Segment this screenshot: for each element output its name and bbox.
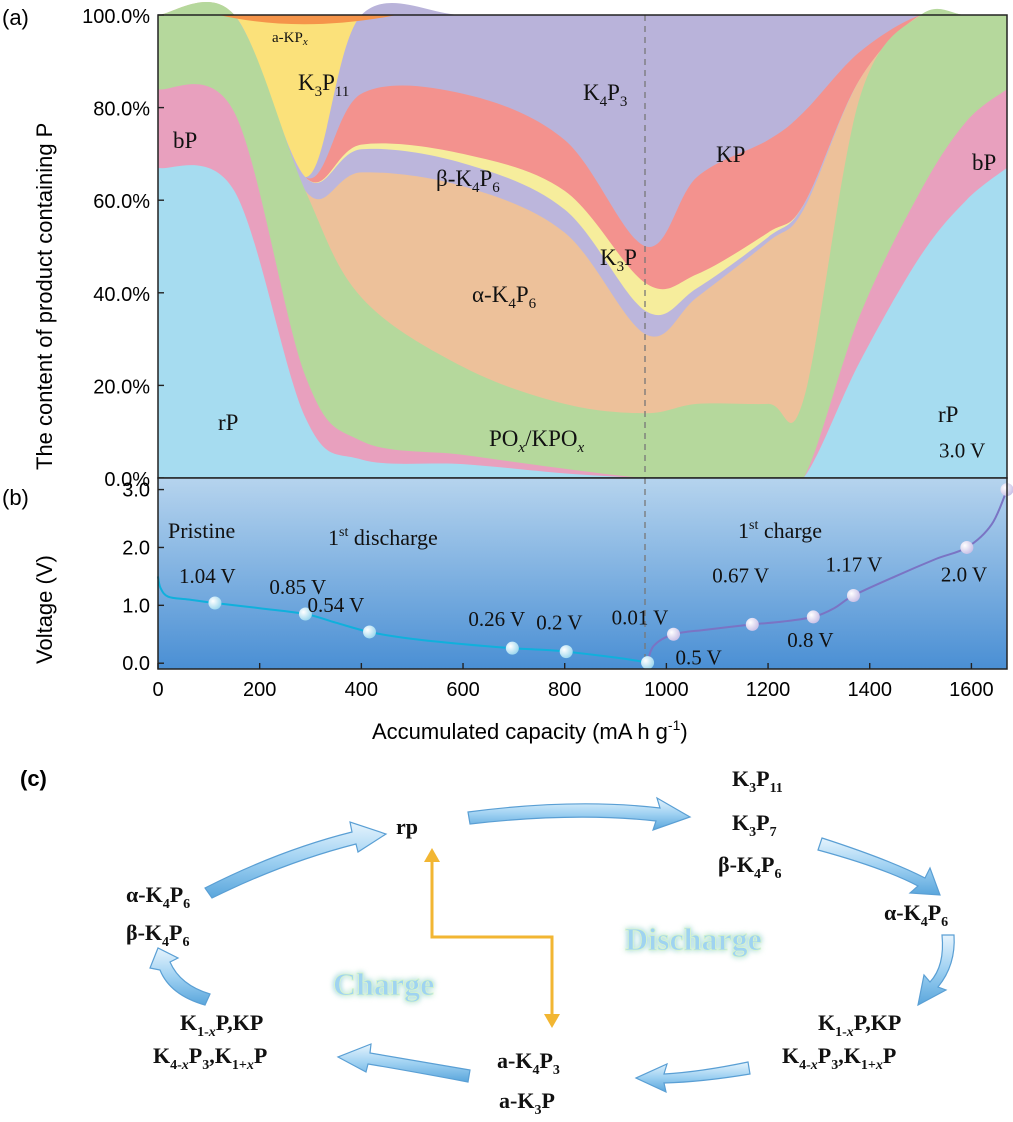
arrow-upper-right — [817, 837, 941, 896]
voltage-marker-label: 1.04 V — [179, 564, 236, 588]
node-alpha-k4p6-left: α-K4P6 — [126, 882, 190, 912]
x-tick-label-b: 1600 — [949, 679, 994, 701]
voltage-marker — [745, 617, 759, 631]
charge-path-connector — [430, 858, 554, 1018]
y-tick-label-a: 60.0% — [93, 191, 150, 213]
axes-b: 0.0 1.0 2.0 3.0 0 200 400 600 800 1000 1200 1400 160… — [122, 480, 993, 701]
discharge-label: Discharge — [625, 921, 762, 957]
y-axis-label-a: The content of product containing P — [32, 123, 57, 470]
x-tick-label-b: 200 — [243, 679, 276, 701]
voltage-marker — [667, 627, 681, 641]
node-beta-k4p6-right: β-K4P6 — [718, 852, 781, 882]
y-tick-label-a: 20.0% — [93, 376, 150, 398]
area-a-kpx-sliver — [219, 15, 397, 25]
connector-arrow-up — [424, 848, 440, 862]
voltage-marker-label: 0.5 V — [676, 645, 722, 669]
label-bp-left: bP — [173, 128, 197, 153]
y-tick-label-a: 80.0% — [93, 99, 150, 121]
phase-annotations: Pristine 1st discharge 1st charge — [168, 518, 822, 550]
charge-phase-label: 1st charge — [738, 518, 822, 543]
y-tick-label-b: 3.0 — [122, 480, 150, 502]
arrow-upper-left — [204, 821, 388, 899]
y-tick-label-a: 40.0% — [93, 284, 150, 306]
voltage-marker-label: 2.0 V — [941, 562, 987, 586]
label-rp-left: rP — [218, 410, 238, 435]
voltage-marker-label: 1.17 V — [825, 552, 882, 576]
pristine-label: Pristine — [168, 518, 235, 543]
process-labels: Discharge Charge — [333, 921, 763, 1003]
x-tick-label-b: 400 — [345, 679, 378, 701]
panel-label-c: (c) — [20, 766, 47, 791]
label-bp-right: bP — [972, 150, 996, 175]
y-tick-label-a: 0.0% — [104, 469, 150, 491]
node-k1xp-left: K1-xP,KP — [180, 1010, 263, 1040]
voltage-marker-label: 0.01 V — [612, 606, 669, 630]
charge-label: Charge — [333, 966, 434, 1002]
voltage-marker-label: 0.8 V — [787, 628, 833, 652]
voltage-marker — [505, 641, 519, 655]
x-tick-label-b: 800 — [548, 679, 581, 701]
x-tick-label-b: 1200 — [746, 679, 791, 701]
y-axis-a: 0.0% 20.0% 40.0% 60.0% 80.0% 100.0% — [82, 6, 164, 491]
area-rp — [158, 165, 1007, 487]
arrow-top — [467, 796, 692, 831]
voltage-marker — [641, 656, 655, 670]
node-ak4p3: a-K4P3 — [497, 1048, 560, 1078]
plot-background-b — [158, 478, 1007, 669]
plot-frame-b — [157, 477, 1008, 670]
voltage-marker — [362, 625, 376, 639]
arrow-lower-right — [634, 1061, 751, 1094]
voltage-marker-label: 0.67 V — [712, 563, 769, 587]
x-tick-label-b: 0 — [152, 679, 163, 701]
node-rp: rp — [396, 814, 418, 839]
voltage-marker — [208, 596, 222, 610]
node-k4xp3-left: K4-xP3,K1+xP — [153, 1043, 267, 1073]
arrow-left-curve — [149, 947, 211, 1006]
voltage-marker-label: 0.85 V — [269, 575, 326, 599]
discharge-phase-label: 1st discharge — [328, 525, 438, 550]
node-beta-k4p6-left: β-K4P6 — [126, 920, 189, 950]
voltage-marker-label: 0.26 V — [468, 607, 525, 631]
x-axis-label-b: Accumulated capacity (mA h g-1) — [372, 717, 688, 744]
node-k3p11: K3P11 — [732, 766, 783, 796]
x-tick-label-b: 1400 — [847, 679, 892, 701]
voltage-marker-label: 0.2 V — [536, 611, 582, 635]
voltage-marker-label: 0.54 V — [307, 593, 364, 617]
y-tick-label-b: 2.0 — [122, 537, 150, 559]
stacked-area-chart — [158, 1, 1007, 490]
cycle-arrows — [149, 796, 955, 1094]
y-tick-label-b: 1.0 — [122, 595, 150, 617]
panel-label-b: (b) — [2, 485, 29, 510]
y-axis-label-b: Voltage (V) — [32, 555, 57, 664]
voltage-marker-label: 3.0 V — [939, 439, 985, 463]
area-pox-kpox — [158, 1, 1007, 478]
y-tick-label-b: 0.0 — [122, 653, 150, 675]
voltage-marker — [559, 645, 573, 659]
node-alpha-k4p6-right: α-K4P6 — [884, 900, 948, 930]
node-k3p7: K3P7 — [732, 810, 777, 840]
x-tick-label-b: 600 — [446, 679, 479, 701]
voltage-marker — [806, 610, 820, 624]
panel-label-a: (a) — [2, 5, 29, 30]
arrow-right — [917, 934, 955, 1007]
voltage-marker — [960, 540, 974, 554]
voltage-marker — [298, 607, 312, 621]
voltage-line-chart: 1.04 V 0.85 V0.54 V 0.26 V 0.2 V 0.01 V 0.5 V… — [157, 439, 1013, 670]
connector-arrow-down — [544, 1014, 560, 1028]
label-akpx: a-KPx — [272, 30, 308, 48]
label-rp-right: rP — [938, 402, 958, 427]
node-ak3p: a-K3P — [499, 1088, 555, 1118]
label-kp: KP — [716, 142, 745, 167]
node-k1xp-right: K1-xP,KP — [818, 1010, 901, 1040]
arrow-lower-left — [336, 1043, 471, 1083]
node-k4xp3-right: K4-xP3,K1+xP — [782, 1043, 896, 1073]
x-tick-label-b: 1000 — [644, 679, 689, 701]
y-tick-label-a: 100.0% — [82, 6, 150, 28]
voltage-marker — [846, 588, 860, 602]
